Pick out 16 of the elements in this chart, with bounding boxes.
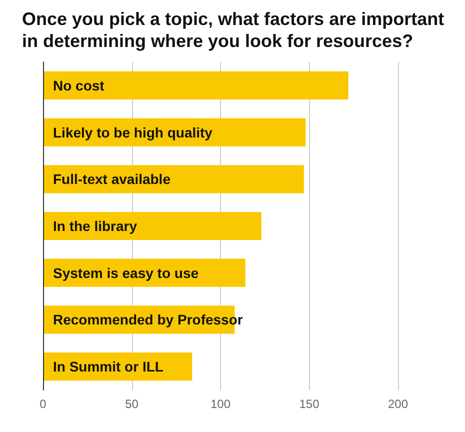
x-tick-label: 50 bbox=[125, 397, 139, 411]
y-tick-label: In the library bbox=[53, 218, 138, 234]
y-tick-label: In Summit or ILL bbox=[53, 358, 164, 375]
x-tick-label: 200 bbox=[388, 397, 408, 411]
bar bbox=[43, 71, 348, 100]
y-tick-label: System is easy to use bbox=[53, 264, 199, 281]
bar bbox=[43, 118, 306, 146]
chart-title: Once you pick a topic, what factors are important in determining where you look for resources? bbox=[22, 8, 446, 52]
y-tick-label: Likely to be high quality bbox=[53, 124, 213, 140]
y-tick-label: Full-text available bbox=[53, 171, 171, 188]
x-tick-label: 0 bbox=[40, 397, 47, 411]
x-tick-label: 150 bbox=[299, 397, 320, 411]
x-tick-label: 100 bbox=[210, 397, 231, 411]
bar bbox=[43, 165, 304, 194]
y-tick-label: No cost bbox=[53, 77, 105, 94]
bar bbox=[43, 212, 262, 240]
